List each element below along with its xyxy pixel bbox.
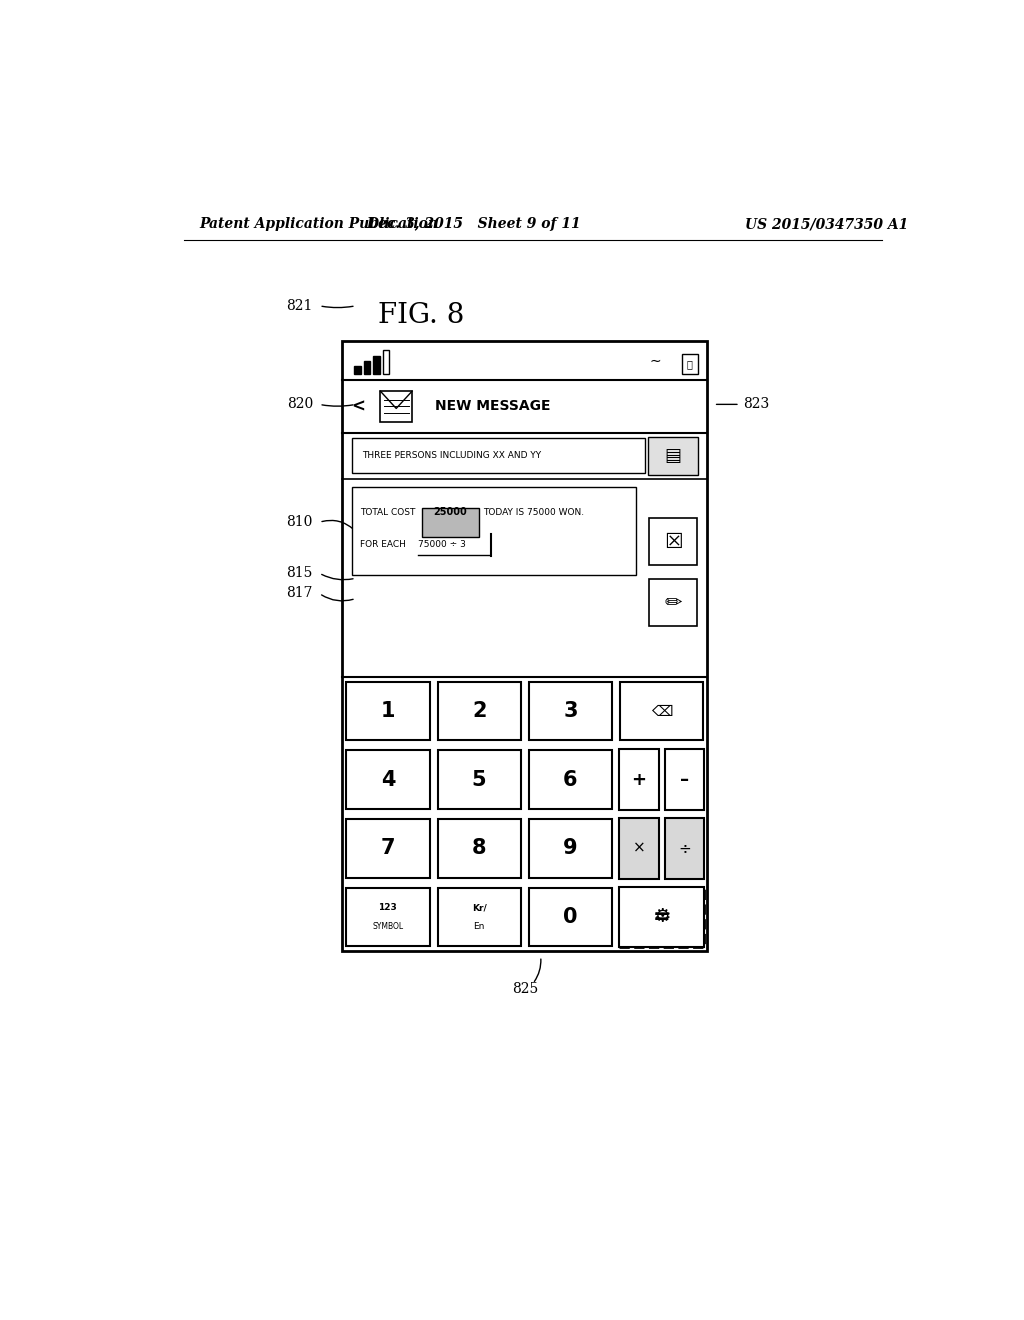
Text: ⌫: ⌫ xyxy=(651,704,673,718)
Text: Dec. 3, 2015   Sheet 9 of 11: Dec. 3, 2015 Sheet 9 of 11 xyxy=(366,218,581,231)
Text: ÷: ÷ xyxy=(678,841,691,855)
Text: Patent Application Publication: Patent Application Publication xyxy=(200,218,438,231)
Text: ×: × xyxy=(633,841,645,855)
Bar xyxy=(346,751,430,809)
Text: 2: 2 xyxy=(472,701,486,721)
Bar xyxy=(682,354,697,374)
Text: +: + xyxy=(632,771,646,788)
Text: ⚙: ⚙ xyxy=(653,907,671,927)
Bar xyxy=(352,438,645,474)
Bar xyxy=(380,391,412,421)
Bar xyxy=(437,682,521,741)
Text: 810: 810 xyxy=(287,515,313,529)
Bar xyxy=(422,508,479,536)
Text: THREE PERSONS INCLUDING XX AND YY: THREE PERSONS INCLUDING XX AND YY xyxy=(362,451,542,461)
Text: 5: 5 xyxy=(472,770,486,789)
Text: FIG. 8: FIG. 8 xyxy=(379,302,465,330)
Text: 3: 3 xyxy=(563,701,578,721)
Text: 25000: 25000 xyxy=(433,507,467,517)
Text: Kr/: Kr/ xyxy=(472,903,486,912)
Text: ✏: ✏ xyxy=(665,593,682,612)
Text: 6: 6 xyxy=(563,770,578,789)
Bar xyxy=(528,682,612,741)
Bar xyxy=(437,818,521,878)
Text: TODAY IS 75000 WON.: TODAY IS 75000 WON. xyxy=(483,508,585,516)
Text: 0: 0 xyxy=(563,907,578,927)
Text: US 2015/0347350 A1: US 2015/0347350 A1 xyxy=(744,218,908,231)
Text: ☒: ☒ xyxy=(664,532,683,552)
Bar xyxy=(665,818,705,879)
Bar xyxy=(342,342,708,952)
Text: 823: 823 xyxy=(743,397,769,412)
Bar xyxy=(437,887,521,946)
Text: SYMBOL: SYMBOL xyxy=(373,921,403,931)
Bar xyxy=(346,887,430,946)
Bar xyxy=(649,578,697,627)
Bar xyxy=(528,887,612,946)
Bar xyxy=(373,355,380,374)
Text: ∼: ∼ xyxy=(650,354,662,368)
Text: 4: 4 xyxy=(381,770,395,789)
Bar xyxy=(528,818,612,878)
Text: 123: 123 xyxy=(379,903,397,912)
Text: 815: 815 xyxy=(287,566,313,579)
Text: FOR EACH: FOR EACH xyxy=(359,540,406,549)
Text: 817: 817 xyxy=(287,586,313,601)
Bar xyxy=(346,682,430,741)
Bar xyxy=(383,351,389,374)
Bar xyxy=(648,437,697,474)
Bar xyxy=(620,818,658,879)
Bar xyxy=(352,487,636,576)
Text: 825: 825 xyxy=(512,982,538,995)
Text: <: < xyxy=(351,397,366,416)
Text: 8: 8 xyxy=(472,838,486,858)
Text: NEW MESSAGE: NEW MESSAGE xyxy=(435,400,551,413)
Text: 820: 820 xyxy=(287,397,313,412)
Text: En: En xyxy=(473,921,484,931)
Text: 9: 9 xyxy=(563,838,578,858)
Text: ⚿: ⚿ xyxy=(687,359,693,368)
Bar xyxy=(649,517,697,565)
Text: =: = xyxy=(653,907,671,927)
Bar xyxy=(665,750,705,810)
Bar xyxy=(620,887,705,948)
Bar xyxy=(620,750,658,810)
Text: ▤: ▤ xyxy=(664,446,681,465)
Text: 1: 1 xyxy=(381,701,395,721)
Text: 7: 7 xyxy=(381,838,395,858)
Bar xyxy=(620,682,703,741)
Bar xyxy=(437,751,521,809)
Text: TOTAL COST: TOTAL COST xyxy=(359,508,415,516)
Text: –: – xyxy=(680,771,689,788)
Text: 75000 ÷ 3: 75000 ÷ 3 xyxy=(418,540,466,549)
Bar xyxy=(528,751,612,809)
Text: 821: 821 xyxy=(287,298,313,313)
Bar xyxy=(364,360,370,374)
Bar xyxy=(346,818,430,878)
Bar xyxy=(354,366,360,374)
Bar xyxy=(620,887,705,948)
